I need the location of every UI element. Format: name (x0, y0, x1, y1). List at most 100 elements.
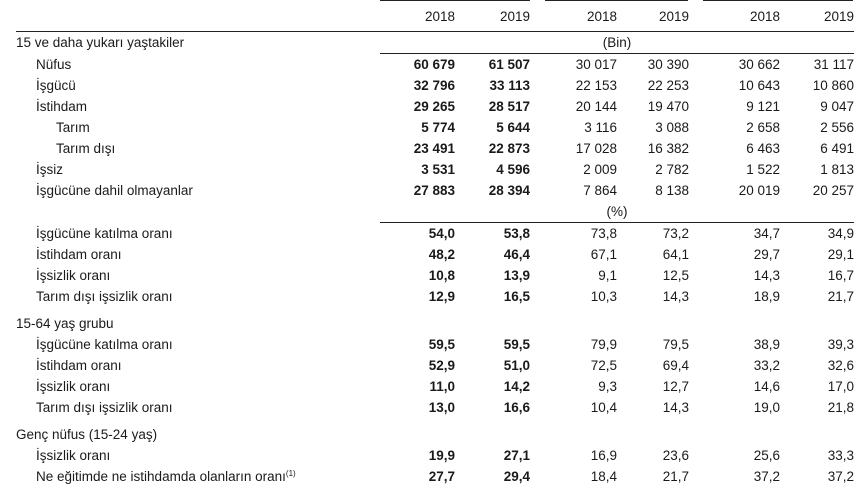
value-cell: 30 662 (738, 57, 780, 72)
value-cell: 21,7 (827, 289, 854, 304)
row-label-cell: İşgücüne dahil olmayanlar (16, 180, 380, 201)
table-row: İstihdam oranı 48,2 46,4 67,1 64,1 29,7 29,1 (16, 244, 854, 265)
value-cell: 59,5 (503, 337, 530, 352)
value-cell: 37,2 (827, 469, 854, 484)
value-cell: 10 643 (738, 78, 780, 93)
value-cell: 16,7 (827, 268, 854, 283)
row-label: İstihdam oranı (36, 358, 122, 373)
table-row: İşgücüne dahil olmayanlar 27 883 28 394 7 8… (16, 180, 854, 201)
value-cell: 10,3 (590, 289, 617, 304)
value-cell: 34,7 (753, 226, 780, 241)
value-cell: 37,2 (753, 469, 780, 484)
value-cell: 22 873 (488, 141, 530, 156)
row-label-cell: Tarım dışı işsizlik oranı (16, 397, 380, 418)
value-cell: 79,5 (662, 337, 689, 352)
year-header: 2019 (455, 2, 530, 32)
value-cell: 16,6 (503, 400, 530, 415)
column-gap (689, 180, 705, 201)
table-row: İstihdam oranı 52,9 51,0 72,5 69,4 33,2 32,6 (16, 355, 854, 376)
row-label-cell: Tarım dışı (16, 138, 380, 159)
row-label: İşsiz (36, 162, 63, 177)
row-label: İşsizlik oranı (36, 379, 111, 394)
value-cell: 7 864 (583, 183, 617, 198)
column-gap (530, 355, 546, 376)
row-label-cell: İstihdam (16, 96, 380, 117)
unit-label: (%) (380, 201, 854, 223)
value-cell: 10 860 (812, 78, 854, 93)
value-cell: 28 394 (488, 183, 530, 198)
unit-label (380, 424, 854, 445)
table-row: İşgücüne katılma oranı 59,5 59,5 79,9 79,5 38… (16, 334, 854, 355)
value-cell: 14,3 (753, 268, 780, 283)
column-gap (689, 355, 705, 376)
value-cell: 32 796 (413, 78, 455, 93)
column-gap (689, 117, 705, 138)
column-gap (530, 2, 546, 32)
value-cell: 22 153 (575, 78, 617, 93)
column-gap (530, 376, 546, 397)
row-label-cell: İşsizlik oranı (16, 265, 380, 286)
value-cell: 11,0 (429, 379, 455, 394)
column-gap (689, 2, 705, 32)
value-cell: 5 644 (496, 120, 530, 135)
unit-label (380, 313, 854, 334)
value-cell: 2 658 (746, 120, 780, 135)
row-label-cell: İstihdam oranı (16, 244, 380, 265)
table-row: Tarım 5 774 5 644 3 116 3 088 2 658 2 556 (16, 117, 854, 138)
column-gap (530, 265, 546, 286)
column-gap (689, 376, 705, 397)
value-cell: 2 782 (655, 162, 689, 177)
row-label-cell: Tarım (16, 117, 380, 138)
value-cell: 13,0 (428, 400, 455, 415)
row-label: Tarım dışı işsizlik oranı (36, 400, 173, 415)
value-cell: 67,1 (590, 247, 617, 262)
value-cell: 1 522 (746, 162, 780, 177)
value-cell: 28 517 (488, 99, 530, 114)
value-cell: 1 813 (820, 162, 854, 177)
row-label-cell: İşsiz (16, 159, 380, 180)
year-header: 2018 (546, 2, 617, 32)
value-cell: 30 390 (647, 57, 689, 72)
column-gap (530, 54, 546, 76)
value-cell: 30 017 (575, 57, 617, 72)
value-cell: 14,2 (503, 379, 530, 394)
column-gap (530, 244, 546, 265)
value-cell: 48,2 (428, 247, 455, 262)
value-cell: 53,8 (503, 226, 530, 241)
value-cell: 17,0 (827, 379, 854, 394)
section-header-row: Genç nüfus (15-24 yaş) (16, 424, 854, 445)
value-cell: 9,3 (598, 379, 617, 394)
value-cell: 6 463 (746, 141, 780, 156)
row-label: Tarım (56, 120, 90, 135)
value-cell: 46,4 (503, 247, 530, 262)
value-cell: 32,6 (827, 358, 854, 373)
value-cell: 6 491 (820, 141, 854, 156)
value-cell: 3 088 (655, 120, 689, 135)
year-header-row: 2018 2019 2018 2019 2018 2019 (16, 2, 854, 32)
row-label-cell: İşgücüne katılma oranı (16, 223, 380, 245)
value-cell: 5 774 (421, 120, 455, 135)
value-cell: 10,4 (590, 400, 617, 415)
column-gap (530, 397, 546, 418)
section-label: 15-64 yaş grubu (16, 316, 114, 331)
row-label: İşsizlik oranı (36, 448, 111, 463)
value-cell: 27,1 (503, 448, 530, 463)
value-cell: 27,7 (428, 469, 455, 484)
value-cell: 19 470 (647, 99, 689, 114)
value-cell: 16 382 (647, 141, 689, 156)
table-row: İşsizlik oranı 11,0 14,2 9,3 12,7 14,6 17,0 (16, 376, 854, 397)
value-cell: 3 531 (421, 162, 455, 177)
value-cell: 72,5 (590, 358, 617, 373)
row-label-cell: İşsizlik oranı (16, 376, 380, 397)
value-cell: 2 556 (820, 120, 854, 135)
year-header: 2018 (380, 2, 455, 32)
column-gap (530, 117, 546, 138)
value-cell: 20 019 (738, 183, 780, 198)
section-header-row: 15-64 yaş grubu (16, 313, 854, 334)
value-cell: 19,0 (753, 400, 780, 415)
row-label-cell: Ne eğitimde ne istihdamda olanların oran… (16, 466, 380, 487)
table-row: Nüfus 60 679 61 507 30 017 30 390 30 662 31 11… (16, 54, 854, 76)
table-row: İşsiz 3 531 4 596 2 009 2 782 1 522 1 813 (16, 159, 854, 180)
year-header: 2018 (705, 2, 780, 32)
value-cell: 20 257 (812, 183, 854, 198)
